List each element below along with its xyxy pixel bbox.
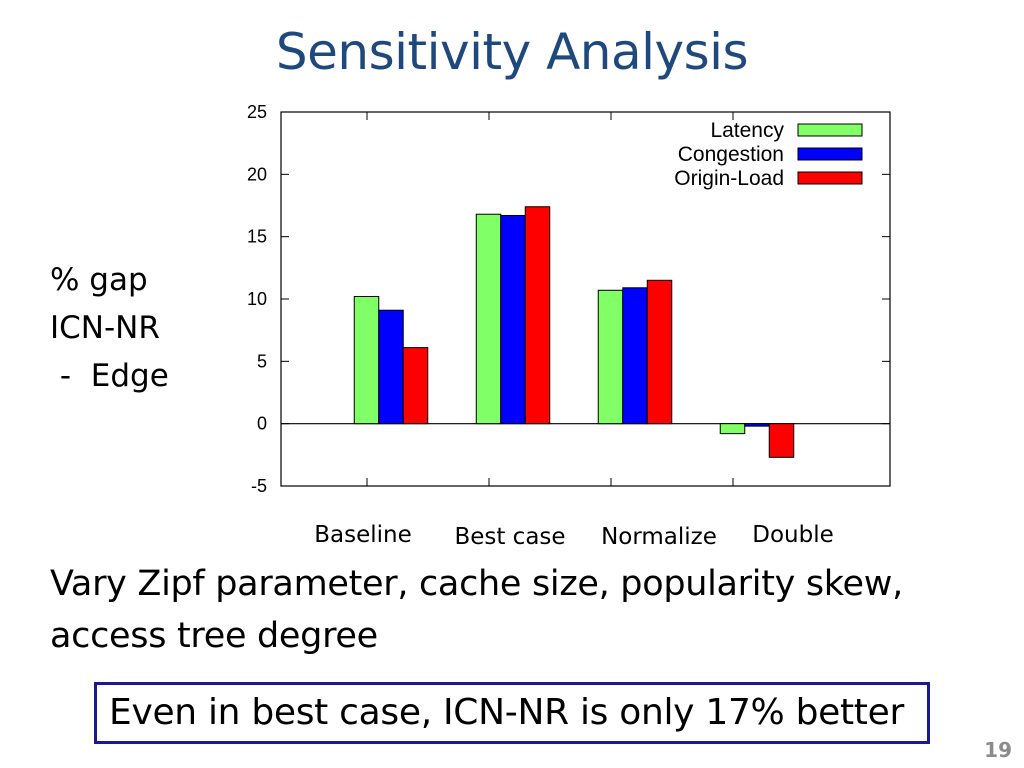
x-category-label: Normalize <box>601 524 717 550</box>
page-number: 19 <box>984 738 1012 762</box>
bar-origin-load-1 <box>524 206 551 425</box>
y-axis-label-line-2: ICN-NR <box>50 310 160 346</box>
x-category-label: Best case <box>454 524 565 550</box>
y-axis-label: % gap ICN-NR - Edge <box>50 256 169 400</box>
bar-congestion-0 <box>378 309 404 425</box>
bar-origin-load-0 <box>402 347 429 425</box>
bar-congestion-1 <box>500 214 526 425</box>
bar-congestion-3 <box>744 423 770 427</box>
body-text-line-2: access tree degree <box>50 616 378 656</box>
y-axis-label-line-1: % gap <box>50 262 148 298</box>
y-axis-label-line-3: - Edge <box>50 358 169 394</box>
bar-origin-load-2 <box>646 279 673 425</box>
x-category-label: Baseline <box>314 522 412 548</box>
y-tick-label: 5 <box>257 351 267 371</box>
y-tick-label: 15 <box>247 227 267 247</box>
bar-origin-load-3 <box>768 423 795 458</box>
bar-latency-0 <box>353 296 380 425</box>
x-category-label: Double <box>752 522 834 548</box>
callout-box: Even in best case, ICN-NR is only 17% be… <box>94 682 930 744</box>
bar-latency-2 <box>597 289 624 425</box>
bar-latency-1 <box>475 213 502 425</box>
bar-congestion-2 <box>622 287 648 425</box>
legend-swatch <box>797 123 863 137</box>
y-tick-label: 0 <box>257 414 267 434</box>
y-tick-label: 10 <box>247 289 267 309</box>
y-tick-label: 20 <box>247 164 267 184</box>
slide-title: Sensitivity Analysis <box>275 23 749 81</box>
y-tick-label: 25 <box>247 102 267 122</box>
legend-swatch <box>797 147 863 161</box>
bar-chart: -5 0 5 10 15 20 25 Baseline Best case Normalize Do… <box>247 102 891 550</box>
legend-label: Latency <box>710 119 784 142</box>
body-text-line-1: Vary Zipf parameter, cache size, popular… <box>50 564 903 604</box>
body-text: Vary Zipf parameter, cache size, popular… <box>50 558 990 662</box>
y-tick-label: -5 <box>251 476 267 496</box>
legend-swatch <box>797 171 863 185</box>
legend-label: Origin-Load <box>674 167 784 190</box>
bar-latency-3 <box>719 423 746 435</box>
legend-label: Congestion <box>678 143 784 166</box>
